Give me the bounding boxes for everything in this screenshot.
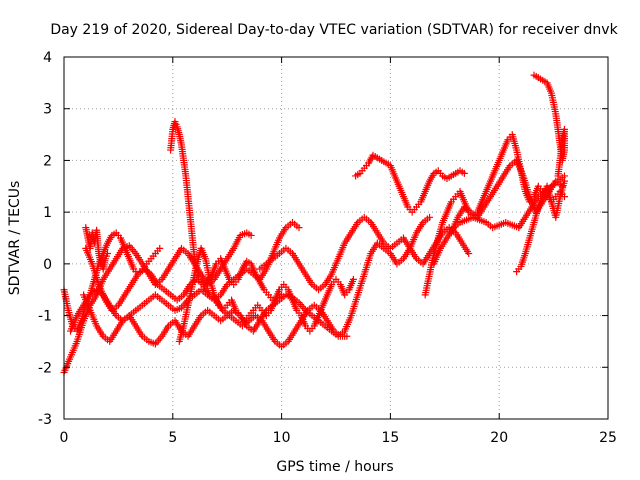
series-track-8 [175, 244, 357, 345]
series-track-9 [256, 213, 473, 294]
y-tick-label: -1 [38, 309, 52, 325]
series-track-7 [167, 118, 286, 304]
data-point [295, 224, 303, 232]
data-point [465, 250, 473, 258]
y-axis-label: SDTVAR / TECUs [7, 181, 23, 296]
data-point [247, 231, 255, 239]
x-tick-label: 25 [599, 430, 617, 446]
plot-frame [63, 56, 609, 420]
data-point [426, 213, 434, 221]
y-tick-label: 3 [43, 102, 52, 118]
axis-ticks: 0 5 10 15 20 25 -3 -2 -1 0 1 2 3 4 [38, 50, 617, 446]
series-track-3 [80, 213, 434, 348]
data-point [349, 275, 357, 283]
series-track-6 [82, 224, 112, 273]
data-point [554, 172, 562, 180]
x-tick-label: 0 [60, 430, 69, 446]
data-point [156, 244, 164, 252]
data-point [278, 291, 286, 299]
series-track-15 [447, 156, 566, 237]
y-tick-label: 0 [43, 257, 52, 273]
y-tick-label: -3 [38, 412, 52, 428]
data-point [460, 169, 468, 177]
series-track-11 [421, 131, 568, 299]
data-point [560, 177, 568, 185]
x-tick-label: 5 [168, 430, 177, 446]
x-axis-label: GPS time / hours [276, 459, 393, 475]
series-track-14 [530, 71, 568, 180]
y-tick-label: -2 [38, 360, 52, 376]
y-tick-label: 2 [43, 153, 52, 169]
data-point [558, 182, 566, 190]
data-point [343, 332, 351, 340]
x-tick-label: 20 [490, 430, 508, 446]
y-tick-label: 1 [43, 205, 52, 221]
data-points [60, 71, 568, 376]
y-tick-label: 4 [43, 50, 52, 66]
series-track-10 [352, 151, 468, 216]
data-point [104, 250, 112, 258]
chart-title: Day 219 of 2020, Sidereal Day-to-day VTE… [50, 22, 618, 38]
x-tick-label: 15 [381, 430, 399, 446]
series-track-12 [430, 172, 568, 268]
x-tick-label: 10 [273, 430, 291, 446]
